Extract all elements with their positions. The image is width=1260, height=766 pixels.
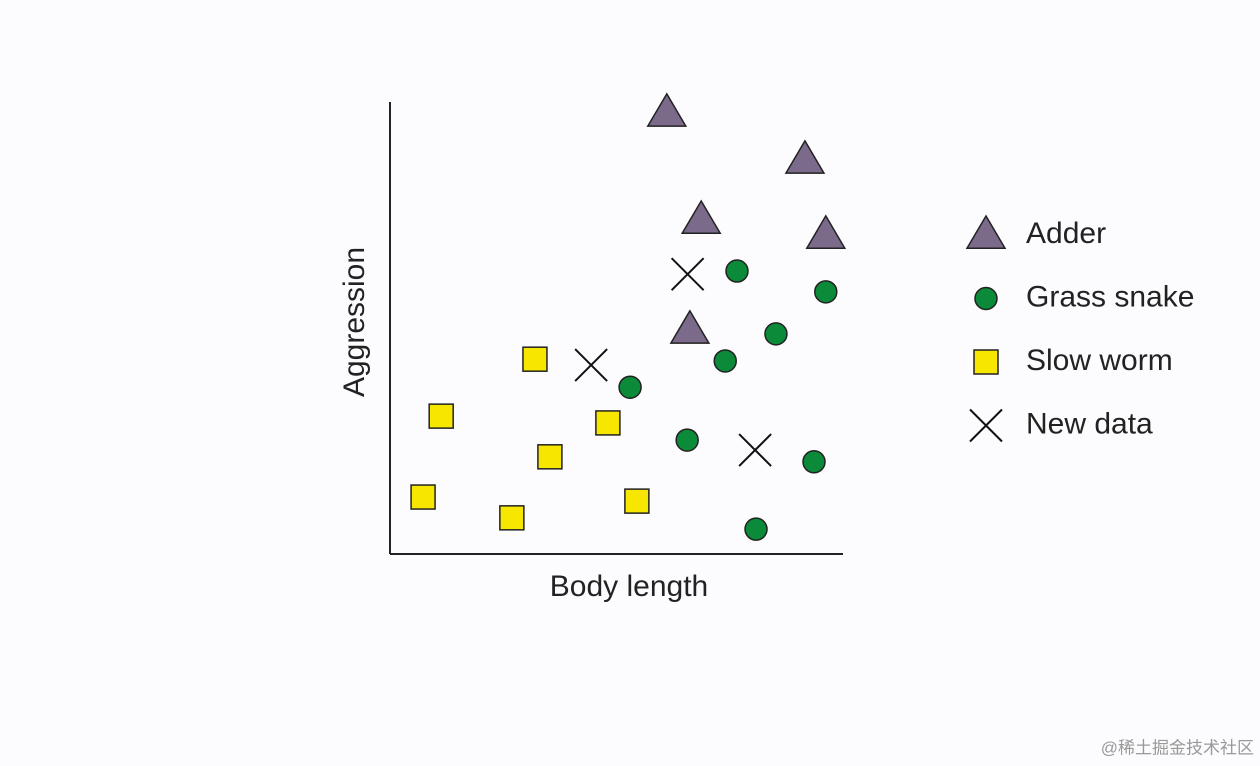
data-point [802,450,826,474]
y-axis-label: Aggression [338,247,371,397]
data-point [814,280,838,304]
data-point [805,214,847,249]
legend-swatch [974,286,998,311]
data-point [499,505,525,531]
watermark: @稀土掘金技术社区 [1101,738,1254,757]
data-point [428,403,454,429]
data-point [713,349,737,373]
data-point [595,410,621,436]
legend-label: Grass snake [1026,280,1194,313]
x-axis-label: Body length [550,570,708,603]
legend-label: Slow worm [1026,344,1173,377]
data-point [522,346,548,372]
data-point [764,322,788,346]
data-point [624,488,650,514]
data-point [744,517,768,541]
data-point [646,92,688,127]
legend-swatch [969,408,1003,443]
data-point [680,199,722,235]
legend-swatch [965,214,1007,250]
data-point [725,259,749,283]
data-point [669,309,711,344]
data-point [675,428,699,452]
data-point [738,433,772,467]
data-point [618,375,642,399]
legend-label: New data [1026,407,1153,440]
data-point [410,484,436,510]
data-point [784,139,826,174]
data-point [670,257,705,291]
legend-swatch [973,349,999,375]
data-point [574,348,608,382]
legend-label: Adder [1026,217,1106,250]
data-point [537,444,563,470]
